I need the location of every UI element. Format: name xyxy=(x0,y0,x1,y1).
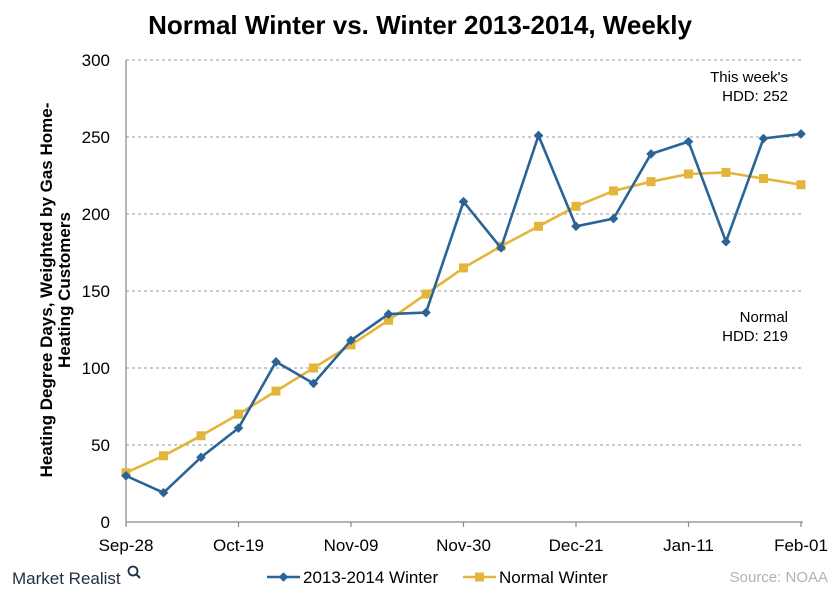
annotation-this-week: This week's HDD: 252 xyxy=(710,69,788,105)
y-tick-label: 150 xyxy=(82,282,110,301)
data-point xyxy=(646,177,656,187)
y-tick-label: 100 xyxy=(82,359,110,378)
legend-marker xyxy=(278,572,289,582)
y-tick-label: 200 xyxy=(82,205,110,224)
annotation-this-week-line-2: HDD: 252 xyxy=(722,88,788,105)
magnifier-icon xyxy=(127,565,141,579)
data-point xyxy=(458,196,469,207)
data-point xyxy=(346,335,356,346)
x-tick-label: Dec-21 xyxy=(549,536,604,555)
data-point xyxy=(608,213,619,224)
data-point xyxy=(721,236,731,247)
grid-lines xyxy=(126,59,803,446)
data-point xyxy=(121,471,131,481)
annotation-normal-line-2: HDD: 219 xyxy=(722,328,788,345)
data-point xyxy=(233,423,244,433)
data-point xyxy=(234,409,243,419)
data-point xyxy=(421,307,431,318)
data-point xyxy=(571,201,581,211)
legend-marker xyxy=(475,572,484,582)
x-tick-label: Jan-11 xyxy=(663,536,714,555)
data-point xyxy=(459,263,468,273)
y-axis-ticks: 0 50 100 150 200 250 300 xyxy=(82,51,110,532)
series-line xyxy=(125,132,802,495)
data-point xyxy=(758,133,769,144)
legend-label: Normal Winter xyxy=(499,568,608,587)
x-axis-ticks: Sep-28 Oct-19 Nov-09 Nov-30 Dec-21 Jan-11 Feb-… xyxy=(99,522,828,555)
brand-name: Market Realist xyxy=(12,569,121,588)
data-point xyxy=(683,136,694,147)
data-point xyxy=(271,357,281,367)
x-tick-label: Nov-09 xyxy=(324,536,379,555)
legend-label: 2013-2014 Winter xyxy=(303,568,438,587)
data-point xyxy=(196,431,206,441)
data-point xyxy=(684,169,693,179)
data-point xyxy=(421,289,431,299)
legend: 2013-2014 Winter Normal Winter xyxy=(267,568,608,587)
brand-logo: Market Realist xyxy=(12,565,141,588)
data-point xyxy=(383,309,394,319)
data-point xyxy=(196,452,206,463)
series-group xyxy=(121,129,806,498)
x-tick-label: Nov-30 xyxy=(436,536,491,555)
data-point xyxy=(759,174,768,184)
y-axis-label-line-2: Heating Customers xyxy=(55,212,74,368)
data-point xyxy=(271,386,281,396)
data-point xyxy=(308,378,319,389)
y-tick-label: 0 xyxy=(101,513,110,532)
data-point xyxy=(796,180,806,190)
chart-title: Normal Winter vs. Winter 2013-2014, Week… xyxy=(148,10,692,40)
legend-item: Normal Winter xyxy=(463,568,608,587)
source-note: Source: NOAA xyxy=(730,569,828,586)
x-tick-label: Sep-28 xyxy=(99,536,154,555)
annotation-normal: Normal HDD: 219 xyxy=(722,309,788,345)
x-tick-label: Feb-01 xyxy=(774,536,828,555)
data-point xyxy=(609,186,618,196)
y-axis-label-line-1: Heating Degree Days, Weighted by Gas Hom… xyxy=(37,103,56,478)
annotation-normal-line-1: Normal xyxy=(740,309,788,326)
data-point xyxy=(571,221,581,232)
data-point xyxy=(309,363,318,373)
data-point xyxy=(796,129,806,139)
series-winter-2013-2014 xyxy=(121,129,806,498)
y-tick-label: 300 xyxy=(82,51,110,70)
data-point xyxy=(158,487,169,498)
x-tick-label: Oct-19 xyxy=(213,536,264,555)
annotation-this-week-line-1: This week's xyxy=(710,69,788,86)
y-tick-label: 50 xyxy=(91,436,110,455)
data-point xyxy=(534,221,543,231)
legend-item: 2013-2014 Winter xyxy=(267,568,438,587)
data-point xyxy=(159,451,168,461)
data-point xyxy=(533,130,544,141)
y-axis-label: Heating Degree Days, Weighted by Gas Hom… xyxy=(37,103,74,478)
y-tick-label: 250 xyxy=(82,128,110,147)
series-line xyxy=(125,171,802,474)
data-point xyxy=(721,167,731,177)
data-point xyxy=(496,243,506,253)
data-point xyxy=(384,315,393,325)
data-point xyxy=(646,149,656,159)
